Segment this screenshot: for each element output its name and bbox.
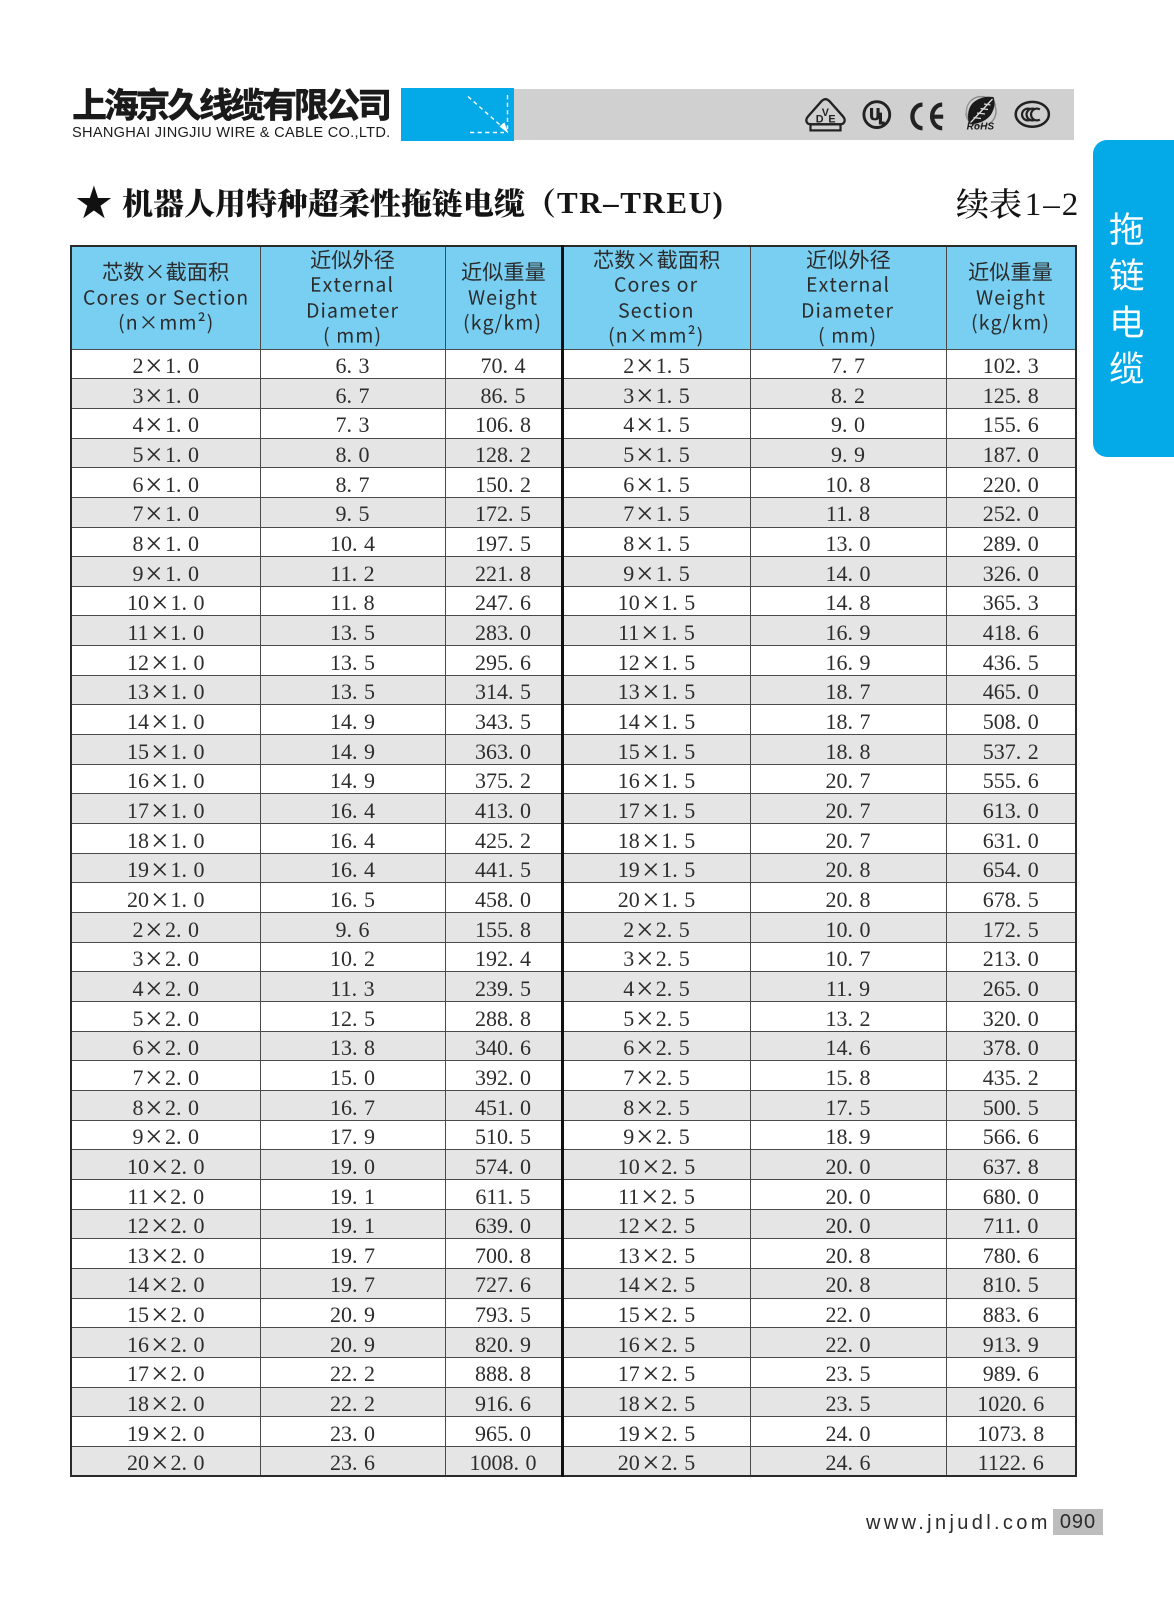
svg-text:V: V: [822, 107, 830, 119]
svg-text:E: E: [828, 113, 835, 125]
svg-text:D: D: [816, 113, 824, 125]
svg-text:RoHS: RoHS: [967, 122, 995, 133]
